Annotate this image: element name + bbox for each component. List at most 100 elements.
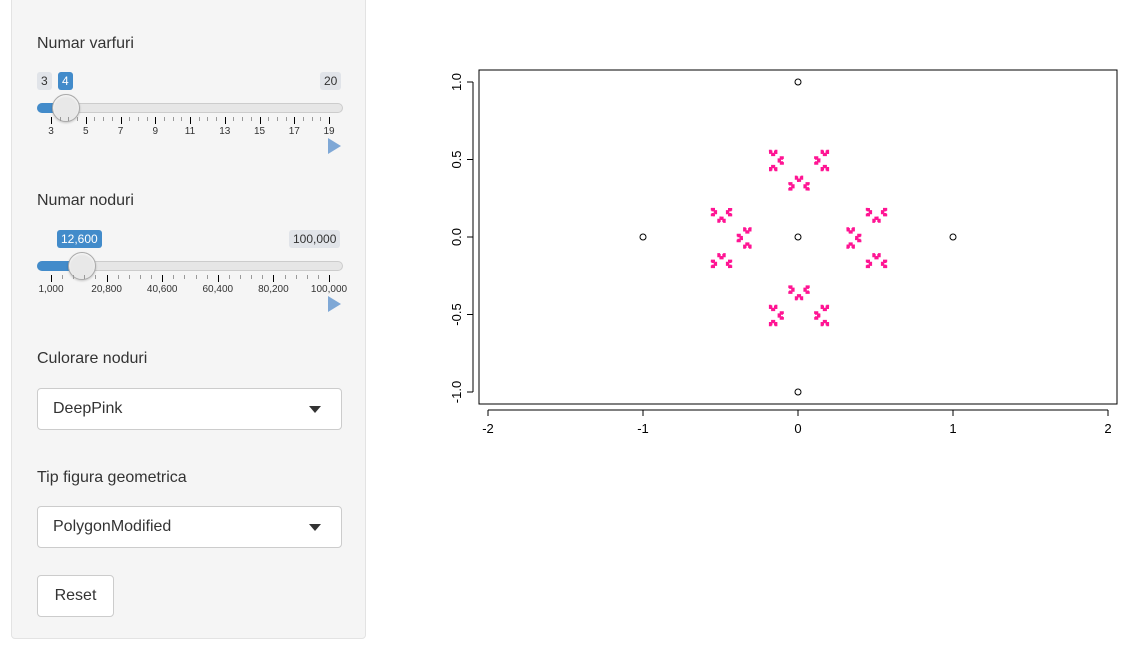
slider-tick bbox=[151, 275, 153, 279]
slider-tick bbox=[73, 275, 75, 279]
slider-tick bbox=[95, 275, 97, 279]
slider-tick bbox=[302, 117, 304, 121]
shape-select[interactable]: PolygonModified bbox=[37, 506, 342, 548]
slider-tick bbox=[172, 117, 174, 121]
slider-tick bbox=[250, 117, 252, 121]
chevron-down-icon bbox=[309, 406, 321, 413]
y-tick-label: -0.5 bbox=[449, 303, 464, 325]
slider-tick bbox=[120, 117, 122, 124]
slider-tick bbox=[294, 117, 296, 124]
slider-tick bbox=[139, 275, 141, 279]
slider-tick bbox=[137, 117, 139, 121]
slider-tick bbox=[306, 275, 308, 279]
slider-tick-label: 20,800 bbox=[91, 284, 122, 295]
nodes-play-icon[interactable] bbox=[328, 296, 341, 312]
slider-tick bbox=[233, 117, 235, 121]
x-tick-label: -2 bbox=[482, 421, 494, 436]
slider-tick-label: 11 bbox=[184, 126, 196, 137]
slider-tick bbox=[259, 117, 261, 124]
slider-tick bbox=[206, 275, 208, 279]
slider-tick bbox=[251, 275, 253, 279]
slider-tick bbox=[268, 117, 270, 121]
slider-tick bbox=[117, 275, 119, 279]
shape-select-label: Tip figura geometrica bbox=[37, 469, 187, 486]
vertex-point bbox=[949, 233, 957, 241]
slider-tick bbox=[106, 275, 108, 282]
y-tick-label: 0.0 bbox=[449, 228, 464, 246]
vertices-max-badge: 20 bbox=[320, 72, 342, 90]
reset-button[interactable]: Reset bbox=[37, 575, 114, 617]
slider-tick bbox=[68, 117, 70, 121]
slider-tick bbox=[129, 117, 131, 121]
color-select[interactable]: DeepPink bbox=[37, 388, 342, 430]
slider-tick bbox=[320, 117, 322, 121]
slider-tick bbox=[295, 275, 297, 279]
slider-tick bbox=[94, 117, 96, 121]
slider-tick-label: 1,000 bbox=[38, 284, 64, 295]
vertices-slider-label: Numar varfuri bbox=[37, 35, 134, 52]
slider-tick bbox=[216, 117, 218, 121]
slider-tick bbox=[128, 275, 130, 279]
slider-tick bbox=[228, 275, 230, 279]
slider-tick bbox=[62, 275, 64, 279]
chevron-down-icon bbox=[309, 524, 321, 531]
vertices-slider-handle[interactable] bbox=[52, 94, 80, 122]
slider-tick-label: 100,000 bbox=[310, 284, 348, 295]
slider-tick-label: 17 bbox=[288, 126, 300, 137]
nodes-slider-label: Numar noduri bbox=[37, 192, 134, 209]
x-tick-label: 1 bbox=[949, 421, 956, 436]
slider-tick-label: 19 bbox=[323, 126, 335, 137]
nodes-slider-handle[interactable] bbox=[68, 252, 96, 280]
slider-tick-label: 60,400 bbox=[202, 284, 234, 295]
vertex-point bbox=[639, 233, 647, 241]
slider-tick bbox=[155, 117, 157, 124]
slider-tick bbox=[51, 275, 52, 282]
slider-tick bbox=[284, 275, 286, 279]
slider-tick-label: 13 bbox=[219, 126, 231, 137]
color-select-value: DeepPink bbox=[53, 400, 123, 417]
slider-tick bbox=[240, 275, 242, 279]
slider-tick bbox=[217, 275, 219, 282]
y-tick-label: -1.0 bbox=[449, 381, 464, 403]
slider-tick bbox=[146, 117, 148, 121]
vertices-play-icon[interactable] bbox=[328, 138, 341, 154]
slider-tick-label: 9 bbox=[152, 126, 159, 137]
slider-tick bbox=[51, 117, 52, 124]
slider-tick-label: 7 bbox=[117, 126, 124, 137]
slider-tick bbox=[163, 117, 165, 121]
slider-tick bbox=[173, 275, 175, 279]
slider-tick bbox=[59, 117, 61, 121]
slider-tick bbox=[111, 117, 113, 121]
slider-tick bbox=[242, 117, 244, 121]
slider-tick bbox=[195, 275, 197, 279]
vertices-min-badge: 3 bbox=[37, 72, 52, 90]
nodes-value-badge: 12,600 bbox=[57, 230, 102, 248]
slider-tick-label: 15 bbox=[253, 126, 266, 137]
slider-tick bbox=[262, 275, 264, 279]
slider-tick bbox=[317, 275, 319, 279]
slider-tick-label: 3 bbox=[48, 126, 54, 137]
color-select-label: Culorare noduri bbox=[37, 350, 148, 367]
slider-tick bbox=[85, 117, 87, 124]
slider-tick bbox=[162, 275, 164, 282]
x-tick-label: 0 bbox=[794, 421, 801, 436]
slider-tick bbox=[224, 117, 226, 124]
slider-tick bbox=[77, 117, 79, 121]
slider-tick bbox=[276, 117, 278, 121]
slider-tick bbox=[190, 117, 191, 124]
vertices-slider-track[interactable] bbox=[37, 103, 343, 113]
sidebar-panel: Numar varfuri 3 4 20 3 5 7 9 11 13 15 17 19 Numa… bbox=[11, 0, 366, 639]
x-tick-label: -1 bbox=[637, 421, 649, 436]
slider-tick bbox=[285, 117, 287, 121]
x-tick-label: 2 bbox=[1104, 421, 1111, 436]
slider-tick-label: 80,200 bbox=[258, 284, 289, 295]
y-tick-label: 0.5 bbox=[449, 150, 464, 168]
vertex-point bbox=[794, 388, 802, 396]
slider-tick bbox=[329, 117, 330, 124]
slider-tick bbox=[273, 275, 275, 282]
nodes-slider-fill bbox=[37, 261, 83, 271]
slider-tick-label: 5 bbox=[82, 126, 89, 137]
vertex-point bbox=[794, 78, 802, 86]
nodes-max-badge: 100,000 bbox=[289, 230, 341, 248]
slider-tick bbox=[103, 117, 105, 121]
